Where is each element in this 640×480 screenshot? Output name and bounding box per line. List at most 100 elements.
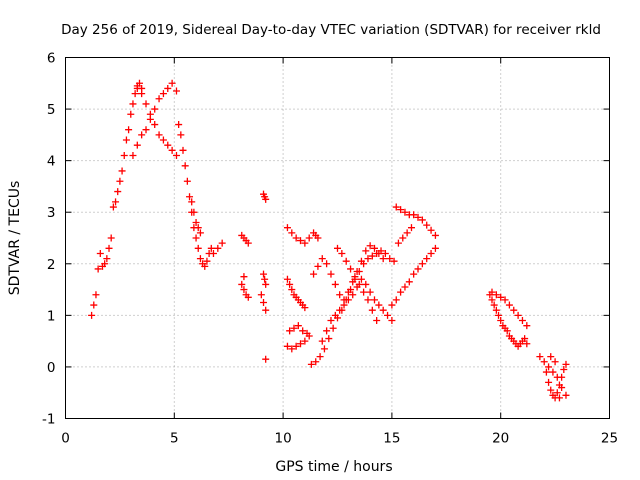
- data-point: [431, 231, 439, 239]
- data-point: [262, 280, 270, 288]
- data-point: [360, 288, 368, 296]
- data-point: [397, 206, 405, 214]
- data-point: [314, 262, 322, 270]
- data-point: [183, 177, 191, 185]
- data-point: [329, 324, 337, 332]
- data-point: [547, 353, 555, 361]
- data-point: [240, 286, 248, 294]
- data-point: [109, 203, 117, 211]
- data-point: [181, 162, 189, 170]
- data-point: [262, 355, 270, 363]
- data-point: [244, 293, 252, 301]
- y-tick-label: -1: [42, 412, 55, 428]
- data-point: [323, 260, 331, 268]
- data-point: [283, 224, 291, 232]
- data-point: [336, 306, 344, 314]
- data-point: [196, 255, 204, 263]
- data-point: [403, 229, 411, 237]
- data-point: [172, 87, 180, 95]
- series-late-cluster-22-23h: [536, 353, 570, 402]
- data-point: [336, 291, 344, 299]
- x-tick-label: 10: [275, 431, 292, 447]
- plot-frame: [65, 57, 610, 419]
- data-point: [155, 95, 163, 103]
- data-point: [88, 311, 96, 319]
- data-point: [381, 249, 389, 257]
- series-late-cluster-20h-b: [488, 288, 531, 330]
- data-point: [129, 151, 137, 159]
- data-point: [244, 239, 252, 247]
- data-point: [260, 298, 268, 306]
- data-point: [301, 304, 309, 312]
- data-point: [107, 234, 115, 242]
- data-point: [386, 255, 394, 263]
- series-late-cluster-20h: [486, 291, 531, 350]
- data-point: [138, 131, 146, 139]
- data-point: [340, 301, 348, 309]
- data-point: [283, 275, 291, 283]
- data-point: [392, 203, 400, 211]
- data-point: [159, 136, 167, 144]
- data-point: [218, 239, 226, 247]
- data-point: [90, 301, 98, 309]
- data-point: [286, 280, 294, 288]
- series-cluster-10-12h-mid: [283, 275, 309, 312]
- data-point: [288, 286, 296, 294]
- data-point: [138, 90, 146, 98]
- data-point: [518, 317, 526, 325]
- data-point: [320, 345, 328, 353]
- data-point: [384, 311, 392, 319]
- data-point: [373, 317, 381, 325]
- series-post-storm-rise: [388, 244, 439, 309]
- series-peak-x-crossing-a: [133, 84, 180, 159]
- data-point: [318, 255, 326, 263]
- data-point: [286, 327, 294, 335]
- data-point: [294, 322, 302, 330]
- data-point: [357, 275, 365, 283]
- data-point: [314, 234, 322, 242]
- data-point: [292, 342, 300, 350]
- series-15-17h-upper: [392, 203, 439, 247]
- data-point: [303, 329, 311, 337]
- data-point: [394, 239, 402, 247]
- data-point: [190, 208, 198, 216]
- grid-lines: [65, 57, 610, 419]
- data-point: [431, 244, 439, 252]
- data-point: [331, 311, 339, 319]
- data-point: [423, 221, 431, 229]
- data-point: [297, 340, 305, 348]
- data-point: [133, 141, 141, 149]
- data-point: [96, 249, 104, 257]
- data-point: [327, 270, 335, 278]
- data-point: [545, 363, 553, 371]
- data-point: [427, 226, 435, 234]
- data-point: [551, 358, 559, 366]
- y-tick-label: 0: [47, 360, 56, 376]
- data-point: [388, 301, 396, 309]
- data-point: [547, 386, 555, 394]
- data-point: [310, 270, 318, 278]
- chart-title: Day 256 of 2019, Sidereal Day-to-day VTE…: [61, 22, 601, 38]
- series-cluster-10-12h-upper: [283, 224, 322, 247]
- data-point: [135, 79, 143, 87]
- data-point: [146, 115, 154, 123]
- data-point: [177, 131, 185, 139]
- data-point: [536, 353, 544, 361]
- data-point: [209, 249, 217, 257]
- data-point: [488, 296, 496, 304]
- data-point: [112, 198, 120, 206]
- data-point: [342, 257, 350, 265]
- data-point: [261, 275, 269, 283]
- data-point: [364, 255, 372, 263]
- data-point: [375, 249, 383, 257]
- data-point: [203, 257, 211, 265]
- data-points: [88, 79, 570, 402]
- data-point: [260, 270, 268, 278]
- data-point: [542, 368, 550, 376]
- data-point: [368, 252, 376, 260]
- data-point: [151, 105, 159, 113]
- data-point: [555, 394, 563, 402]
- series-storm-band-1: [307, 247, 398, 368]
- data-point: [558, 384, 566, 392]
- data-point: [427, 249, 435, 257]
